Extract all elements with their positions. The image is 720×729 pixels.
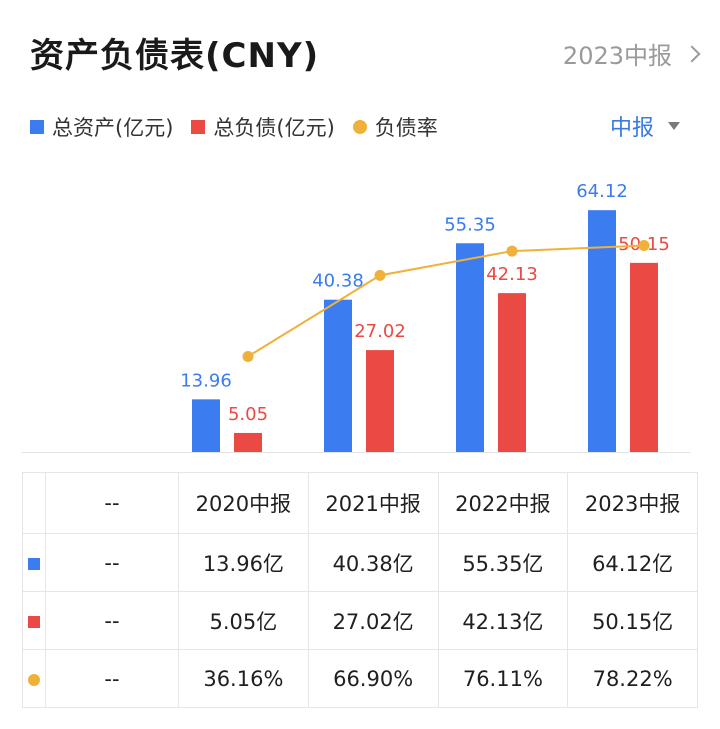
label-total-liabilities: 27.02 <box>354 321 406 342</box>
table-cell: 5.05亿 <box>178 591 309 650</box>
bar-total-liabilities <box>630 262 658 452</box>
table-cell: 42.13亿 <box>437 591 569 650</box>
table-cell: -- <box>45 591 179 650</box>
table-cell: 76.11% <box>437 649 569 708</box>
table-cell: 55.35亿 <box>437 533 569 592</box>
bar-total-assets <box>456 243 484 452</box>
page-title: 资产负债表(CNY) <box>30 36 320 76</box>
legend-label-debt-ratio: 负债率 <box>374 116 438 140</box>
legend-marker-debt-ratio <box>352 120 367 134</box>
table-cell: 64.12亿 <box>567 533 698 592</box>
table-header-cell: -- <box>45 472 179 534</box>
chart-legend: 总资产(亿元) 总负债(亿元) 负债率 <box>30 112 456 142</box>
legend-item-debt-ratio[interactable]: 负债率 <box>352 112 438 142</box>
point-debt-ratio <box>374 269 386 281</box>
legend-label-total-liabilities: 总负债(亿元) <box>213 116 335 140</box>
table-header-marker-cell <box>22 472 46 534</box>
label-total-assets: 55.35 <box>444 214 496 235</box>
period-link-label: 2023中报 <box>562 42 672 70</box>
total-assets-marker <box>28 557 40 570</box>
table-row-marker-cell <box>22 533 46 592</box>
table-header-cell: 2023中报 <box>567 472 698 534</box>
bar-total-assets <box>192 399 220 452</box>
table-cell: 66.90% <box>307 649 439 708</box>
table-row-debt-ratio: -- 36.16% 66.90% 76.11% 78.22% <box>22 649 698 708</box>
point-debt-ratio <box>242 351 254 363</box>
legend-marker-total-assets <box>30 120 44 134</box>
table-cell: 40.38亿 <box>307 533 439 592</box>
table-header-cell: 2020中报 <box>178 472 309 534</box>
label-total-assets: 40.38 <box>312 271 364 292</box>
table-cell: 27.02亿 <box>307 591 439 650</box>
total-liabilities-marker <box>28 615 40 628</box>
bar-total-assets <box>588 210 616 452</box>
header: 资产负债表(CNY) 2023中报 <box>30 28 701 76</box>
table-cell: 50.15亿 <box>567 591 698 650</box>
legend-item-total-assets[interactable]: 总资产(亿元) <box>30 112 173 142</box>
table-cell: 13.96亿 <box>178 533 309 592</box>
table-cell: 36.16% <box>178 649 309 708</box>
legend-marker-total-liabilities <box>191 120 206 134</box>
bar-total-assets <box>324 299 352 452</box>
label-total-assets: 64.12 <box>576 181 628 202</box>
point-debt-ratio <box>638 239 650 251</box>
table-header-row: -- 2020中报 2021中报 2022中报 2023中报 <box>22 472 698 534</box>
table-cell: -- <box>45 649 179 708</box>
line-debt-ratio <box>247 244 645 358</box>
table-row-total-assets: -- 13.96亿 40.38亿 55.35亿 64.12亿 <box>22 533 698 592</box>
legend-item-total-liabilities[interactable]: 总负债(亿元) <box>191 112 335 142</box>
caret-down-icon <box>668 122 680 130</box>
table-row-marker-cell <box>22 591 46 650</box>
bar-total-liabilities <box>234 432 262 452</box>
table-row-total-liabilities: -- 5.05亿 27.02亿 42.13亿 50.15亿 <box>22 591 698 650</box>
label-total-liabilities: 42.13 <box>486 264 538 285</box>
point-debt-ratio <box>506 245 518 257</box>
bar-total-liabilities <box>498 293 526 452</box>
chevron-right-icon <box>683 45 701 62</box>
label-total-liabilities: 5.05 <box>228 404 268 425</box>
table-row-marker-cell <box>22 649 46 708</box>
period-select[interactable]: 中报 <box>610 110 680 142</box>
table-cell: -- <box>45 533 179 592</box>
debt-ratio-marker <box>28 673 40 686</box>
legend-label-total-assets: 总资产(亿元) <box>52 116 174 140</box>
table-header-cell: 2022中报 <box>437 472 569 534</box>
label-total-assets: 13.96 <box>180 370 232 391</box>
bar-total-liabilities <box>366 350 394 452</box>
table-header-cell: 2021中报 <box>307 472 439 534</box>
period-link[interactable]: 2023中报 <box>562 36 701 71</box>
table-cell: 78.22% <box>567 649 698 708</box>
period-select-value: 中报 <box>609 116 654 141</box>
data-table: -- 2020中报 2021中报 2022中报 2023中报 -- 13.96亿… <box>22 472 698 708</box>
